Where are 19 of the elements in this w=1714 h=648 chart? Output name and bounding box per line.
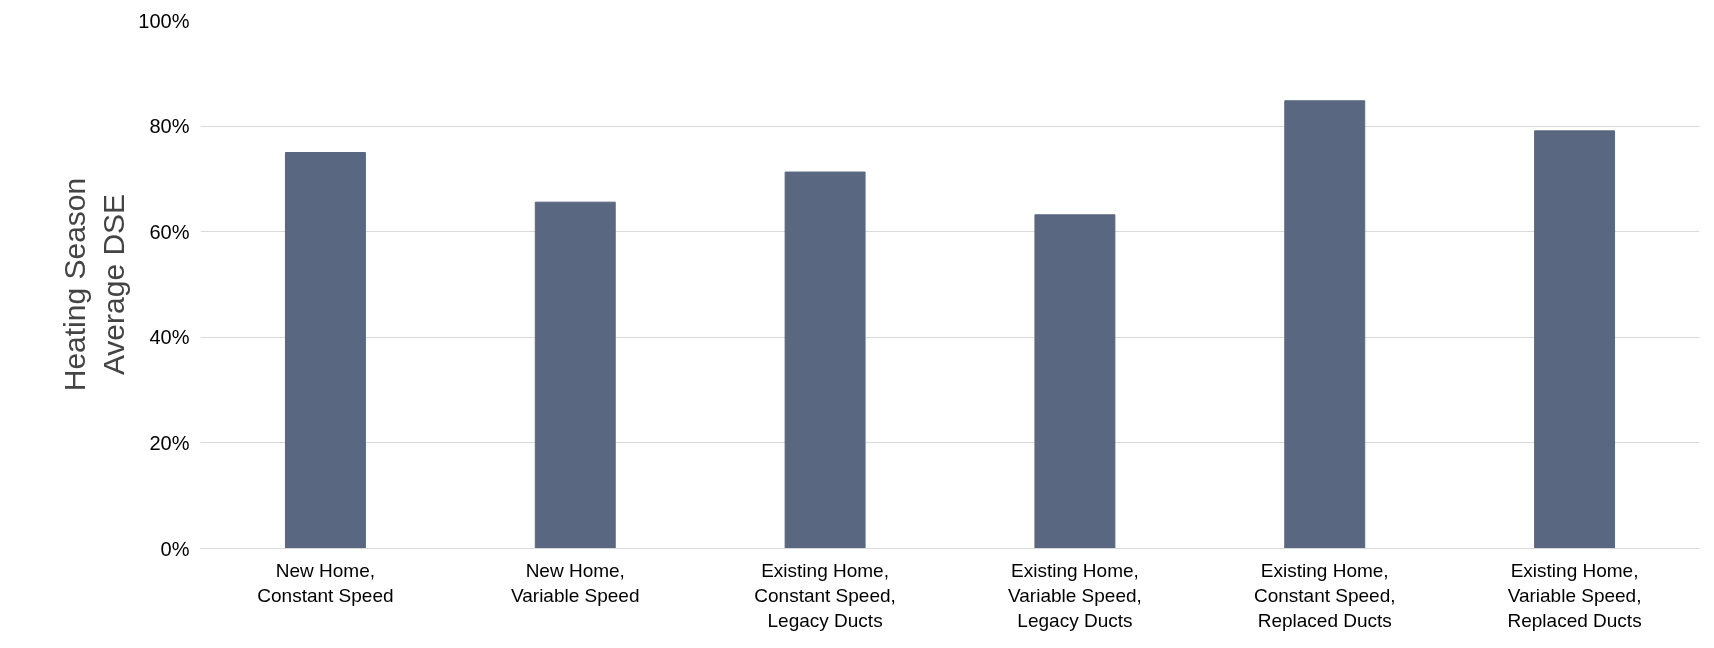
y-axis-title: Heating Season Average DSE [57,177,131,392]
y-tick-label: 80% [149,115,190,138]
x-tick-label: New Home, Variable Speed [510,559,640,606]
x-tick-label: New Home, Constant Speed [257,559,394,606]
bar [1034,214,1116,549]
bar [534,201,616,549]
y-tick-label: 60% [149,220,190,243]
bar [784,171,866,549]
x-tick-label: Existing Home, Constant Speed, Legacy Ducts [754,559,896,631]
x-tick-label: Existing Home, Variable Speed, Replaced Ducts [1507,559,1642,631]
bar [1534,130,1616,549]
x-tick-label: Existing Home, Variable Speed, Legacy Ducts [1008,559,1142,631]
bar [284,152,366,549]
y-tick-label: 0% [160,537,190,560]
x-tick-label: Existing Home, Constant Speed, Replaced Ducts [1253,559,1396,631]
y-tick-label: 20% [149,431,190,454]
y-tick-label: 40% [149,326,190,349]
y-tick-label: 100% [138,9,190,32]
bar [1284,100,1366,549]
